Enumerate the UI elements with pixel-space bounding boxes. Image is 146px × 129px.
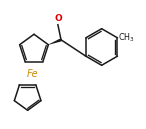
Polygon shape [48, 38, 62, 45]
Text: Fe: Fe [27, 69, 38, 79]
Text: CH$_3$: CH$_3$ [118, 32, 135, 44]
Text: O: O [54, 14, 62, 23]
